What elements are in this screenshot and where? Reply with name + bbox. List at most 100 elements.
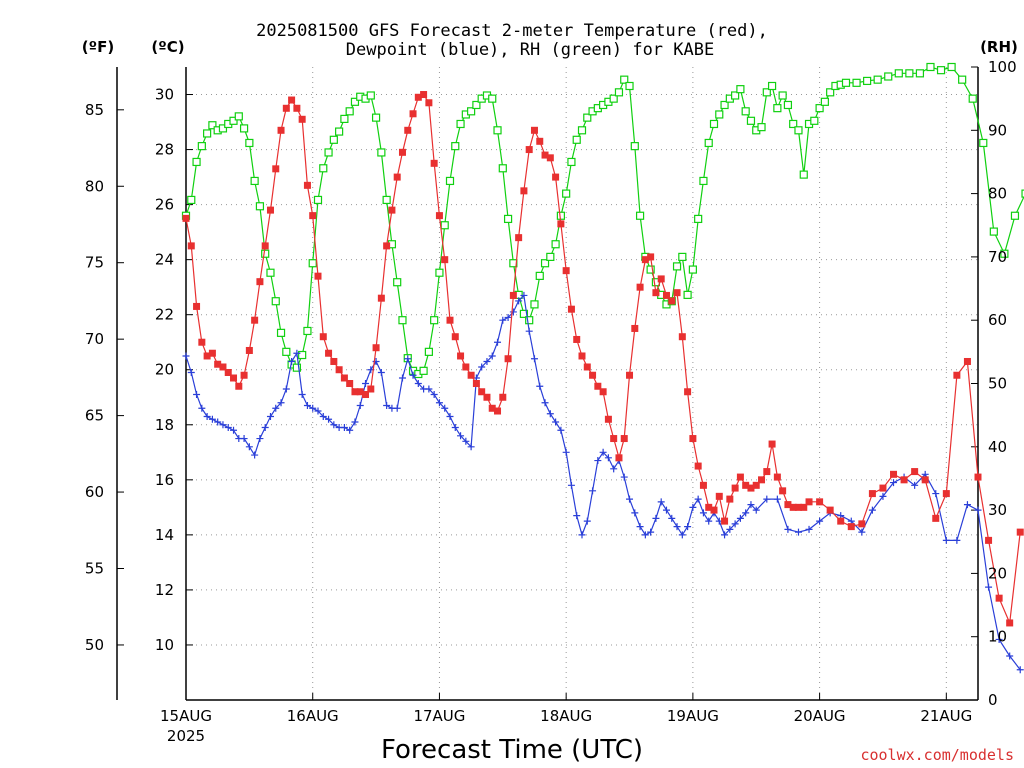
- rh-tick-label: 20: [988, 564, 1007, 582]
- temperature-point: [256, 278, 264, 286]
- temperature-point: [546, 154, 554, 162]
- temperature-point: [610, 435, 618, 443]
- x-tick-label: 15AUG: [160, 707, 212, 725]
- temperature-point: [520, 187, 528, 195]
- dewpoint-point: [462, 437, 470, 445]
- fahrenheit-tick-label: 65: [85, 407, 104, 425]
- temperature-point: [383, 242, 391, 250]
- rh-tick-label: 10: [988, 628, 1007, 646]
- temperature-point: [319, 333, 327, 341]
- dewpoint-point: [641, 531, 649, 539]
- dewpoint-point: [393, 404, 401, 412]
- rh-point: [715, 110, 724, 119]
- dewpoint-point: [694, 495, 702, 503]
- dewpoint-point: [319, 413, 327, 421]
- rh-point: [562, 189, 571, 198]
- fahrenheit-tick-label: 80: [85, 177, 104, 195]
- temperature-point: [272, 165, 280, 173]
- temperature-point: [847, 523, 855, 531]
- celsius-tick-label: 18: [155, 416, 174, 434]
- rh-point: [741, 107, 750, 116]
- rh-point: [630, 142, 639, 151]
- temperature-point: [985, 536, 993, 544]
- x-tick-label: 16AUG: [287, 707, 339, 725]
- rh-point: [609, 94, 618, 103]
- rh-point: [556, 211, 565, 220]
- temperature-point: [182, 214, 190, 222]
- temperature-point: [203, 352, 211, 360]
- rh-point: [203, 129, 212, 138]
- rh-point: [625, 81, 634, 91]
- temperature-point: [372, 344, 380, 352]
- rh-point: [276, 328, 286, 337]
- temperature-point: [208, 349, 216, 357]
- temperature-point: [963, 357, 971, 365]
- rh-point: [672, 262, 682, 271]
- temperature-point: [652, 289, 660, 297]
- temperature-point: [974, 473, 982, 481]
- dewpoint-point: [805, 525, 813, 533]
- dewpoint-point: [911, 481, 919, 489]
- temperature-point: [789, 503, 797, 511]
- rh-point: [905, 69, 914, 78]
- dewpoint-point: [974, 506, 982, 514]
- temperature-point: [266, 206, 274, 214]
- rh-tick-label: 100: [988, 58, 1017, 76]
- rh-point: [218, 124, 228, 133]
- temperature-point: [995, 594, 1003, 602]
- x-tick-sublabel: 2025: [167, 727, 205, 745]
- dewpoint-point: [404, 355, 412, 363]
- dewpoint-point: [1006, 652, 1014, 660]
- dewpoint-point: [330, 421, 338, 429]
- rh-point: [445, 176, 455, 186]
- dewpoint-point: [995, 635, 1003, 643]
- temperature-point: [837, 517, 845, 525]
- temperature-point: [261, 242, 269, 250]
- dewpoint-point: [298, 391, 306, 399]
- dewpoint-point: [261, 424, 269, 432]
- dewpoint-point: [689, 503, 697, 511]
- temperature-point: [193, 302, 201, 310]
- dewpoint-point: [256, 435, 264, 443]
- rh-point: [773, 104, 782, 113]
- dewpoint-point: [325, 415, 333, 423]
- temperature-point: [953, 371, 961, 379]
- temperature-point: [478, 388, 486, 396]
- rh-point: [498, 164, 507, 173]
- temperature-point: [684, 388, 692, 396]
- temperature-point: [314, 272, 322, 280]
- rh-tick-label: 80: [988, 185, 1007, 203]
- rh-point: [572, 135, 581, 144]
- rh-point: [746, 116, 756, 125]
- dewpoint-point: [346, 426, 354, 434]
- temperature-point: [462, 363, 470, 371]
- dewpoint-point: [214, 418, 222, 426]
- credit-text: coolwx.com/models: [860, 746, 1014, 764]
- temperature-point: [525, 146, 533, 154]
- rh-point: [488, 94, 497, 103]
- dewpoint-point: [573, 512, 581, 520]
- rh-point: [519, 309, 529, 318]
- rh-point: [688, 265, 697, 274]
- dewpoint-point: [684, 523, 692, 531]
- temperature-point: [251, 316, 259, 324]
- rh-point: [551, 240, 560, 249]
- tick-labels: 10 12 14 16 18 20 22 24 26 28 30 50 55 60 65 70 75 80 85 0 1…: [85, 58, 1017, 745]
- rh-point: [245, 138, 254, 148]
- dewpoint-point: [699, 509, 707, 517]
- rh-point: [799, 170, 808, 179]
- rh-point: [720, 100, 729, 110]
- fahrenheit-tick-label: 75: [85, 254, 104, 272]
- temperature-point: [868, 490, 876, 498]
- dewpoint-point: [673, 523, 681, 531]
- temperature-point: [377, 294, 385, 302]
- temperature-point: [441, 256, 449, 264]
- temperature-point: [890, 470, 898, 478]
- dewpoint-point: [288, 357, 296, 365]
- celsius-tick-label: 10: [155, 636, 174, 654]
- dewpoint-point: [193, 391, 201, 399]
- temperature-point: [641, 256, 649, 264]
- temperature-point: [509, 291, 517, 299]
- dewpoint-point: [858, 528, 866, 536]
- rh-point: [525, 316, 534, 325]
